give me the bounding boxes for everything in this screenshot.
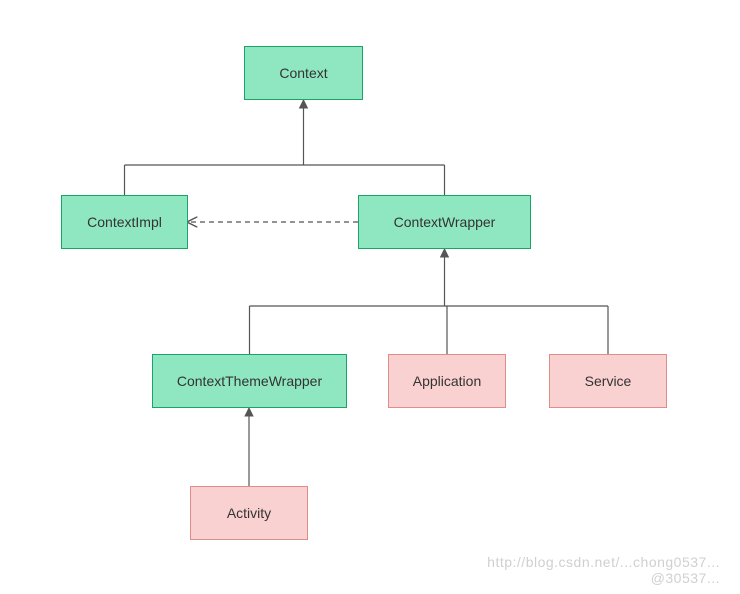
node-application: Application [388,354,506,408]
node-context: Context [244,46,363,100]
node-context-wrapper: ContextWrapper [358,195,531,249]
node-label: Application [413,373,482,389]
node-label: ContextThemeWrapper [177,373,322,389]
node-label: Activity [227,505,271,521]
watermark-line-2: @30537... [651,570,720,586]
node-service: Service [549,354,667,408]
node-context-impl: ContextImpl [61,195,188,249]
diagram-edges [0,0,740,594]
node-activity: Activity [190,486,308,540]
node-label: Context [279,65,327,81]
node-label: ContextWrapper [394,214,496,230]
node-label: Service [585,373,632,389]
node-label: ContextImpl [87,214,162,230]
watermark-line-1: http://blog.csdn.net/...chong0537... [487,554,720,570]
node-context-theme-wrapper: ContextThemeWrapper [152,354,347,408]
